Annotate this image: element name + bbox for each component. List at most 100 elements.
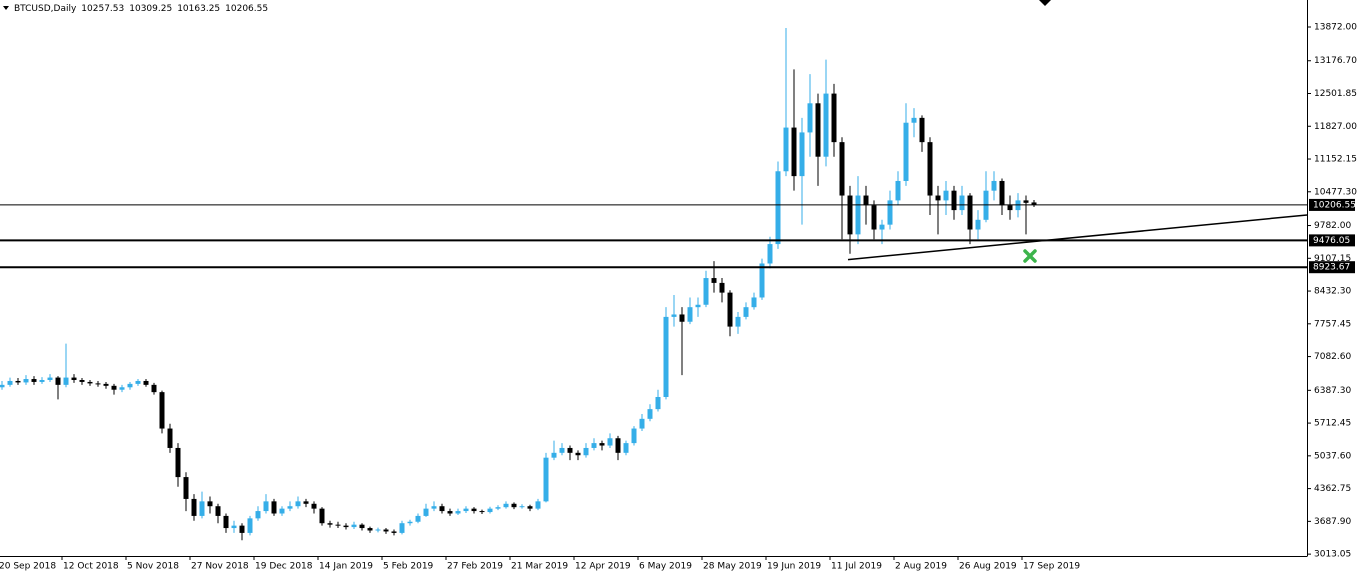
candle-body (607, 438, 613, 446)
cross-marker (1023, 249, 1037, 263)
y-tick-label: 5037.60 (1314, 451, 1351, 461)
y-tick-label: 11827.00 (1314, 122, 1357, 132)
candle-body (319, 508, 325, 524)
candle-body (639, 418, 645, 429)
candle-body (719, 282, 725, 293)
y-tick-label: 10477.30 (1314, 187, 1357, 197)
candle-body (423, 508, 429, 516)
candle-body (23, 379, 29, 383)
candle-body (247, 518, 253, 533)
candle-body (919, 117, 925, 143)
candle-body (327, 523, 333, 525)
x-tick-label: 5 Nov 2018 (127, 562, 179, 572)
candle-body (711, 278, 717, 283)
candle-body (807, 103, 813, 133)
candle-body (943, 190, 949, 201)
candle-body (303, 501, 309, 504)
last-high: 10309.25 (129, 4, 172, 14)
y-tick-label: 9782.00 (1314, 221, 1351, 231)
candle-body (0, 384, 5, 388)
candle-body (191, 498, 197, 516)
x-tick-label: 20 Sep 2018 (0, 562, 56, 572)
candle-body (159, 392, 165, 429)
candle-body (263, 501, 269, 512)
candle-body (591, 443, 597, 448)
candle-body (823, 93, 829, 157)
candle-body (495, 507, 501, 509)
candle-body (55, 377, 61, 385)
x-tick-label: 11 Jul 2019 (831, 562, 882, 572)
candle-body (79, 380, 85, 382)
candle-body (751, 297, 757, 308)
candle-body (999, 180, 1005, 206)
candle-body (407, 521, 413, 524)
candle-body (471, 508, 477, 512)
candle-body (647, 409, 653, 419)
candle-body (551, 452, 557, 458)
trendline (847, 214, 1308, 261)
x-tick-label: 21 Mar 2019 (511, 562, 568, 572)
candle-body (863, 195, 869, 206)
candle-body (1031, 202, 1037, 205)
candle-body (927, 142, 933, 196)
candle-body (175, 447, 181, 478)
price-level-box (1309, 234, 1355, 247)
y-tick-label: 3013.05 (1314, 550, 1351, 560)
candle-body (7, 380, 13, 385)
candle-body (855, 195, 861, 235)
candle-body (671, 314, 677, 317)
candle-body (311, 503, 317, 509)
candle-body (151, 384, 157, 393)
candle-body (463, 508, 469, 512)
candle-body (879, 224, 885, 230)
symbol: BTCUSD,Daily (14, 4, 77, 14)
candle-body (127, 383, 133, 388)
candle-body (215, 506, 221, 516)
candle-body (511, 503, 517, 508)
candle-body (271, 501, 277, 514)
candle-body (935, 195, 941, 201)
x-tick-label: 28 May 2019 (703, 562, 762, 572)
candle-body (895, 180, 901, 201)
candle-body (703, 278, 709, 305)
x-tick-label: 6 May 2019 (639, 562, 692, 572)
candle-body (687, 307, 693, 322)
candle-body (479, 511, 485, 513)
candle-body (1023, 200, 1029, 203)
candle-body (431, 506, 437, 509)
x-tick-label: 17 Sep 2019 (1023, 562, 1080, 572)
candle-body (727, 292, 733, 327)
y-tick-label: 5712.45 (1314, 419, 1351, 429)
x-tick-label: 12 Apr 2019 (575, 562, 631, 572)
y-tick-label: 13872.00 (1314, 22, 1357, 32)
candle-body (559, 447, 565, 453)
candle-body (39, 380, 45, 382)
candle-body (447, 511, 453, 514)
candle-body (1007, 205, 1013, 211)
candle-body (135, 380, 141, 384)
candle-body (183, 477, 189, 499)
candle-body (527, 506, 533, 509)
candle-body (599, 443, 605, 446)
y-tick-label: 11152.15 (1314, 155, 1357, 165)
candle-body (543, 457, 549, 502)
price-level-box (1309, 261, 1355, 274)
y-tick-label: 4362.75 (1314, 484, 1351, 494)
candle-body (223, 515, 229, 529)
candle-body (95, 383, 101, 385)
candle-body (567, 447, 573, 453)
candle-body (103, 383, 109, 386)
candle-body (759, 263, 765, 298)
candle-body (743, 307, 749, 317)
candle-body (255, 511, 261, 519)
candle-body (31, 379, 37, 382)
candle-body (631, 428, 637, 444)
candle-body (455, 511, 461, 514)
candle-body (367, 528, 373, 531)
candle-body (335, 524, 341, 526)
candle-body (663, 316, 669, 397)
candle-body (351, 524, 357, 528)
candle-body (167, 428, 173, 448)
x-tick-label: 14 Jan 2019 (319, 562, 373, 572)
